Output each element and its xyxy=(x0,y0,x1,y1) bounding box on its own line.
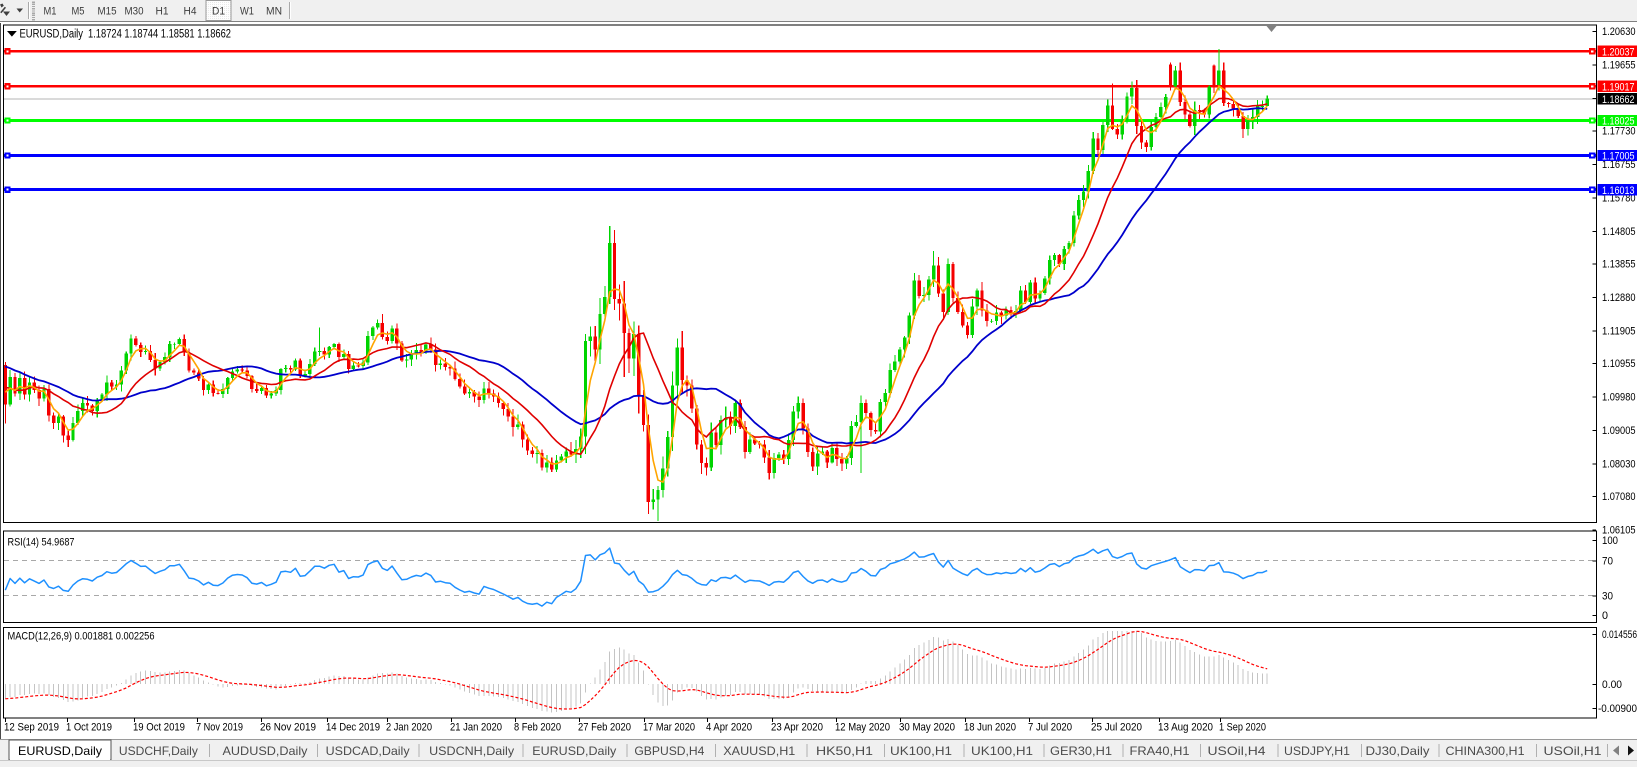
svg-text:26 Nov 2019: 26 Nov 2019 xyxy=(260,722,316,734)
svg-text:H1: H1 xyxy=(156,6,169,18)
svg-text:1.09980: 1.09980 xyxy=(1602,392,1636,404)
svg-text:M5: M5 xyxy=(72,6,85,18)
svg-text:7 Jul 2020: 7 Jul 2020 xyxy=(1028,722,1072,734)
svg-text:30 May 2020: 30 May 2020 xyxy=(899,722,955,734)
svg-text:W1: W1 xyxy=(240,6,254,18)
svg-text:8 Feb 2020: 8 Feb 2020 xyxy=(514,722,561,734)
svg-text:1.16013: 1.16013 xyxy=(1602,185,1635,197)
svg-text:GER30,H1: GER30,H1 xyxy=(1050,744,1112,758)
svg-text:1.10955: 1.10955 xyxy=(1602,358,1636,370)
svg-text:GBPUSD,H4: GBPUSD,H4 xyxy=(634,744,704,758)
svg-text:1.18724 1.18744 1.18581 1.1866: 1.18724 1.18744 1.18581 1.18662 xyxy=(88,28,231,40)
svg-text:USDJPY,H1: USDJPY,H1 xyxy=(1284,744,1350,758)
svg-text:1.14805: 1.14805 xyxy=(1602,226,1636,238)
svg-text:12 May 2020: 12 May 2020 xyxy=(835,722,890,734)
svg-text:USOil,H4: USOil,H4 xyxy=(1208,744,1266,758)
svg-text:1.16755: 1.16755 xyxy=(1602,159,1636,171)
svg-text:EURUSD,Daily: EURUSD,Daily xyxy=(20,28,84,40)
svg-text:19 Oct 2019: 19 Oct 2019 xyxy=(133,722,185,734)
svg-text:UK100,H1: UK100,H1 xyxy=(971,744,1033,758)
svg-text:UK100,H1: UK100,H1 xyxy=(890,744,952,758)
svg-text:1.07080: 1.07080 xyxy=(1602,491,1636,503)
svg-text:0.014556: 0.014556 xyxy=(1602,629,1637,641)
svg-text:M30: M30 xyxy=(125,6,144,18)
svg-text:HK50,H1: HK50,H1 xyxy=(816,744,873,758)
svg-text:M15: M15 xyxy=(98,6,117,18)
svg-text:DJ30,Daily: DJ30,Daily xyxy=(1366,744,1430,758)
svg-text:USDCHF,Daily: USDCHF,Daily xyxy=(119,744,198,758)
svg-text:XAUUSD,H1: XAUUSD,H1 xyxy=(723,744,795,758)
svg-text:4 Apr 2020: 4 Apr 2020 xyxy=(706,722,752,734)
svg-text:100: 100 xyxy=(1602,535,1618,547)
svg-text:12 Sep 2019: 12 Sep 2019 xyxy=(4,722,59,734)
svg-text:1.18025: 1.18025 xyxy=(1602,116,1635,128)
svg-text:MN: MN xyxy=(266,6,282,18)
svg-text:70: 70 xyxy=(1602,555,1613,567)
svg-text:M1: M1 xyxy=(44,6,57,18)
svg-text:14 Dec 2019: 14 Dec 2019 xyxy=(326,722,380,734)
svg-text:MACD(12,26,9) 0.001881 0.00225: MACD(12,26,9) 0.001881 0.002256 xyxy=(8,631,155,643)
svg-text:H4: H4 xyxy=(184,6,197,18)
svg-text:1.17005: 1.17005 xyxy=(1602,151,1635,163)
svg-text:7 Nov 2019: 7 Nov 2019 xyxy=(196,722,243,734)
svg-text:USDCAD,Daily: USDCAD,Daily xyxy=(326,744,410,758)
svg-text:1.12880: 1.12880 xyxy=(1602,292,1636,304)
svg-text:2 Jan 2020: 2 Jan 2020 xyxy=(386,722,432,734)
svg-text:27 Feb 2020: 27 Feb 2020 xyxy=(578,722,631,734)
svg-text:1.20630: 1.20630 xyxy=(1602,26,1636,38)
svg-text:30: 30 xyxy=(1602,591,1613,603)
svg-text:1.06105: 1.06105 xyxy=(1602,525,1636,537)
svg-text:USOil,H1: USOil,H1 xyxy=(1544,744,1602,758)
svg-text:1.17730: 1.17730 xyxy=(1602,126,1636,138)
svg-text:0.00: 0.00 xyxy=(1602,679,1622,691)
svg-text:1.19655: 1.19655 xyxy=(1602,60,1636,72)
svg-text:EURUSD,Daily: EURUSD,Daily xyxy=(532,744,616,758)
svg-text:21 Jan 2020: 21 Jan 2020 xyxy=(450,722,502,734)
svg-text:1.15780: 1.15780 xyxy=(1602,193,1636,205)
svg-text:17 Mar 2020: 17 Mar 2020 xyxy=(643,722,695,734)
svg-text:1 Oct 2019: 1 Oct 2019 xyxy=(66,722,112,734)
svg-text:25 Jul 2020: 25 Jul 2020 xyxy=(1091,722,1142,734)
svg-text:1.19017: 1.19017 xyxy=(1602,82,1635,94)
svg-text:0: 0 xyxy=(1602,610,1608,622)
svg-text:1 Sep 2020: 1 Sep 2020 xyxy=(1219,722,1266,734)
svg-text:1.08030: 1.08030 xyxy=(1602,459,1636,471)
svg-text:-0.00900: -0.00900 xyxy=(1598,703,1637,715)
svg-text:1.09005: 1.09005 xyxy=(1602,425,1636,437)
svg-text:1.11905: 1.11905 xyxy=(1602,326,1636,338)
svg-text:CHINA300,H1: CHINA300,H1 xyxy=(1446,744,1525,758)
svg-text:18 Jun 2020: 18 Jun 2020 xyxy=(964,722,1016,734)
svg-text:23 Apr 2020: 23 Apr 2020 xyxy=(771,722,823,734)
svg-text:USDCNH,Daily: USDCNH,Daily xyxy=(429,744,514,758)
svg-text:1.13855: 1.13855 xyxy=(1602,259,1636,271)
svg-text:AUDUSD,Daily: AUDUSD,Daily xyxy=(223,744,308,758)
svg-text:FRA40,H1: FRA40,H1 xyxy=(1130,744,1190,758)
svg-text:EURUSD,Daily: EURUSD,Daily xyxy=(18,744,102,758)
svg-text:D1: D1 xyxy=(212,6,225,18)
svg-text:1.18662: 1.18662 xyxy=(1602,94,1635,106)
svg-text:RSI(14) 54.9687: RSI(14) 54.9687 xyxy=(8,537,75,549)
svg-text:1.20037: 1.20037 xyxy=(1602,47,1635,59)
svg-text:13 Aug 2020: 13 Aug 2020 xyxy=(1158,722,1213,734)
